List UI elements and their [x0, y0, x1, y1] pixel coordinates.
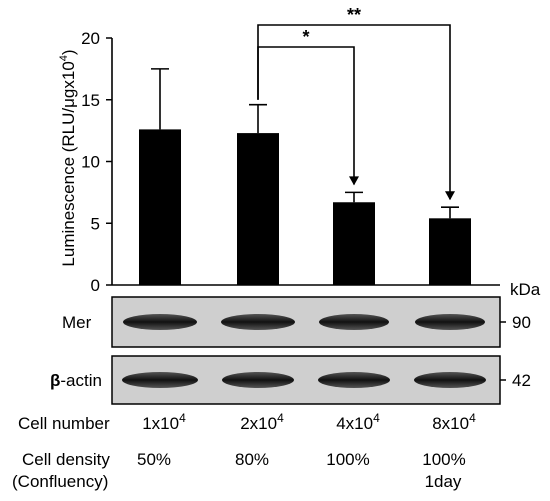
- blot-band: [319, 314, 389, 330]
- blot-mer: Mer 90: [62, 296, 531, 348]
- cell-number-values: 1x104 2x104 4x104 8x104: [142, 411, 476, 433]
- y-tick-label: 10: [81, 153, 100, 172]
- y-tick-label: 5: [91, 214, 100, 233]
- density-value: 80%: [235, 450, 269, 469]
- cell-number-value: 1x104: [142, 411, 186, 433]
- blot-actin: β-actin 42: [50, 355, 531, 405]
- y-ticks: 0 5 10 15 20: [81, 29, 112, 295]
- blot-band: [414, 372, 486, 388]
- significance-brackets: ***: [257, 5, 455, 201]
- blot-label-mer: Mer: [62, 313, 92, 332]
- bars: [139, 129, 471, 285]
- density-value: 100%: [326, 450, 369, 469]
- blot-band: [318, 372, 390, 388]
- cell-number-label: Cell number: [18, 414, 110, 433]
- density-values: 50% 80% 100% 100%: [137, 450, 466, 469]
- bar: [139, 129, 181, 285]
- y-tick-label: 20: [81, 29, 100, 48]
- blot-band: [222, 372, 294, 388]
- confluency-label: (Confluency): [12, 472, 108, 491]
- blot-label-actin: β-actin: [50, 371, 102, 390]
- cell-number-value: 4x104: [336, 411, 380, 433]
- significance-label: **: [347, 5, 361, 25]
- density-value: 50%: [137, 450, 171, 469]
- mw-mer: 90: [512, 313, 531, 332]
- bar: [237, 133, 279, 285]
- y-tick-label: 15: [81, 91, 100, 110]
- extra-note: 1day: [425, 472, 462, 491]
- blot-band: [221, 314, 295, 330]
- y-tick-label: 0: [91, 276, 100, 295]
- y-axis-label: Luminescence (RLU/μgx104): [58, 49, 78, 266]
- significance-label: *: [302, 27, 309, 47]
- mw-actin: 42: [512, 371, 531, 390]
- bar: [429, 218, 471, 285]
- blot-band: [122, 372, 198, 388]
- cell-number-value: 2x104: [240, 411, 284, 433]
- significance-bracket: **: [257, 5, 455, 201]
- blot-band: [123, 314, 197, 330]
- density-value: 100%: [422, 450, 465, 469]
- blot-band: [415, 314, 485, 330]
- cell-number-value: 8x104: [432, 411, 476, 433]
- error-bars: [151, 68, 459, 219]
- cell-density-label: Cell density: [22, 450, 110, 469]
- kda-label: kDa: [510, 280, 541, 299]
- bar: [333, 202, 375, 285]
